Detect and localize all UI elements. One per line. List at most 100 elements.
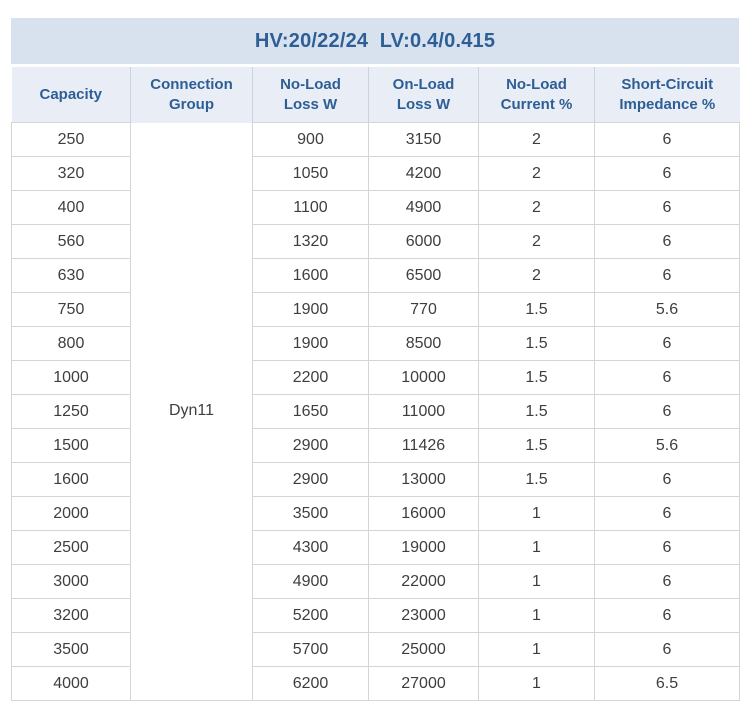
col-header-no-load-loss: No-Load Loss W [252, 67, 369, 123]
no-load-loss-cell: 1100 [252, 190, 369, 225]
no-load-loss-cell: 2900 [252, 462, 369, 497]
impedance-cell: 6 [594, 190, 740, 225]
table-row: 320 1050 4200 2 6 [11, 156, 740, 191]
impedance-cell: 6 [594, 360, 740, 395]
impedance-cell: 5.6 [594, 292, 740, 327]
col-header-no-load-current: No-Load Current % [478, 67, 595, 123]
no-load-current-cell: 1.5 [478, 394, 595, 429]
impedance-cell: 6 [594, 394, 740, 429]
no-load-loss-cell: 900 [252, 122, 369, 157]
table-row: 3500 5700 25000 1 6 [11, 632, 740, 667]
on-load-loss-cell: 16000 [368, 496, 479, 531]
connection-group-cell: Dyn11 [130, 122, 253, 701]
capacity-cell: 1500 [11, 428, 131, 463]
impedance-cell: 6 [594, 224, 740, 259]
capacity-cell: 3200 [11, 598, 131, 633]
table-row: 1600 2900 13000 1.5 6 [11, 462, 740, 497]
no-load-current-cell: 2 [478, 258, 595, 293]
no-load-loss-cell: 2200 [252, 360, 369, 395]
capacity-cell: 250 [11, 122, 131, 157]
capacity-cell: 1250 [11, 394, 131, 429]
impedance-cell: 6 [594, 598, 740, 633]
capacity-cell: 4000 [11, 666, 131, 701]
on-load-loss-cell: 8500 [368, 326, 479, 361]
capacity-cell: 750 [11, 292, 131, 327]
table-row: 2500 4300 19000 1 6 [11, 530, 740, 565]
impedance-cell: 6 [594, 564, 740, 599]
no-load-loss-cell: 4900 [252, 564, 369, 599]
on-load-loss-cell: 4200 [368, 156, 479, 191]
impedance-cell: 6 [594, 258, 740, 293]
on-load-loss-cell: 25000 [368, 632, 479, 667]
no-load-loss-cell: 6200 [252, 666, 369, 701]
no-load-loss-cell: 1320 [252, 224, 369, 259]
col-header-capacity: Capacity [11, 67, 131, 123]
capacity-cell: 1000 [11, 360, 131, 395]
on-load-loss-cell: 6000 [368, 224, 479, 259]
no-load-current-cell: 1 [478, 632, 595, 667]
no-load-loss-cell: 4300 [252, 530, 369, 565]
on-load-loss-cell: 6500 [368, 258, 479, 293]
capacity-cell: 2000 [11, 496, 131, 531]
on-load-loss-cell: 770 [368, 292, 479, 327]
on-load-loss-cell: 10000 [368, 360, 479, 395]
on-load-loss-cell: 23000 [368, 598, 479, 633]
no-load-loss-cell: 1600 [252, 258, 369, 293]
capacity-cell: 2500 [11, 530, 131, 565]
capacity-cell: 3500 [11, 632, 131, 667]
table-row: 2000 3500 16000 1 6 [11, 496, 740, 531]
no-load-current-cell: 1 [478, 598, 595, 633]
impedance-cell: 6.5 [594, 666, 740, 701]
no-load-loss-cell: 5200 [252, 598, 369, 633]
on-load-loss-cell: 4900 [368, 190, 479, 225]
no-load-loss-cell: 1900 [252, 292, 369, 327]
table-row: 1250 1650 11000 1.5 6 [11, 394, 740, 429]
no-load-current-cell: 2 [478, 156, 595, 191]
impedance-cell: 6 [594, 156, 740, 191]
capacity-cell: 3000 [11, 564, 131, 599]
no-load-current-cell: 1.5 [478, 428, 595, 463]
on-load-loss-cell: 27000 [368, 666, 479, 701]
col-header-connection-group: Connection Group [130, 67, 253, 123]
no-load-current-cell: 1 [478, 496, 595, 531]
no-load-loss-cell: 1900 [252, 326, 369, 361]
header-row: Capacity Connection Group No-Load Loss W… [11, 67, 740, 123]
no-load-current-cell: 1.5 [478, 360, 595, 395]
no-load-loss-cell: 5700 [252, 632, 369, 667]
on-load-loss-cell: 3150 [368, 122, 479, 157]
impedance-cell: 6 [594, 496, 740, 531]
on-load-loss-cell: 11426 [368, 428, 479, 463]
no-load-loss-cell: 3500 [252, 496, 369, 531]
table-row: 750 1900 770 1.5 5.6 [11, 292, 740, 327]
no-load-current-cell: 1 [478, 530, 595, 565]
table-row: 3200 5200 23000 1 6 [11, 598, 740, 633]
col-header-on-load-loss: On-Load Loss W [368, 67, 479, 123]
capacity-cell: 800 [11, 326, 131, 361]
capacity-cell: 1600 [11, 462, 131, 497]
no-load-current-cell: 2 [478, 224, 595, 259]
table-row: 560 1320 6000 2 6 [11, 224, 740, 259]
table-title: HV:20/22/24 LV:0.4/0.415 [11, 18, 739, 64]
col-header-short-circuit-impedance: Short-Circuit Impedance % [594, 67, 740, 123]
on-load-loss-cell: 13000 [368, 462, 479, 497]
impedance-cell: 6 [594, 632, 740, 667]
on-load-loss-cell: 22000 [368, 564, 479, 599]
impedance-cell: 6 [594, 122, 740, 157]
table-row: 800 1900 8500 1.5 6 [11, 326, 740, 361]
capacity-cell: 630 [11, 258, 131, 293]
no-load-current-cell: 2 [478, 122, 595, 157]
on-load-loss-cell: 11000 [368, 394, 479, 429]
no-load-current-cell: 1 [478, 666, 595, 701]
no-load-loss-cell: 2900 [252, 428, 369, 463]
impedance-cell: 6 [594, 530, 740, 565]
table-row: 1000 2200 10000 1.5 6 [11, 360, 740, 395]
impedance-cell: 5.6 [594, 428, 740, 463]
table-row: 3000 4900 22000 1 6 [11, 564, 740, 599]
no-load-loss-cell: 1650 [252, 394, 369, 429]
table-row: 1500 2900 11426 1.5 5.6 [11, 428, 740, 463]
no-load-current-cell: 1.5 [478, 292, 595, 327]
table-row: 250 Dyn11 900 3150 2 6 [11, 122, 740, 701]
no-load-current-cell: 2 [478, 190, 595, 225]
on-load-loss-cell: 19000 [368, 530, 479, 565]
